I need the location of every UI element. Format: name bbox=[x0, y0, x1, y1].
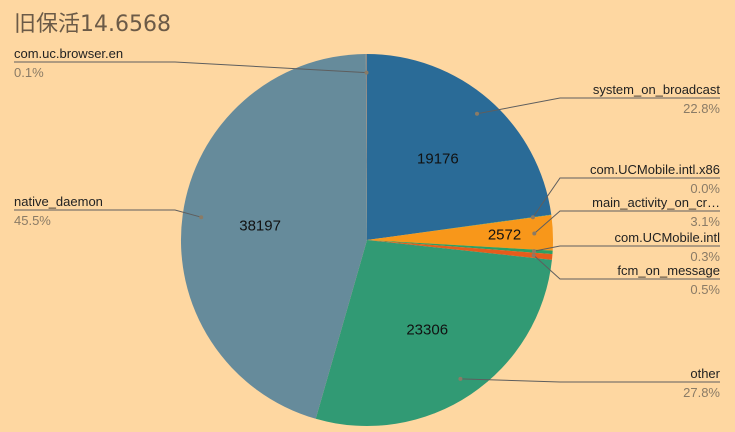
pie-slice-1 bbox=[367, 214, 552, 240]
slice-value-label-6: 38197 bbox=[239, 217, 281, 234]
leader-line-6 bbox=[14, 209, 202, 218]
slice-percent-label-6: 45.5% bbox=[14, 213, 51, 228]
slice-name-label-1: com.UCMobile.intl.x86 bbox=[590, 162, 720, 177]
leader-dot-2 bbox=[532, 231, 537, 236]
slice-percent-label-3: 0.3% bbox=[690, 249, 720, 264]
leader-dot-7 bbox=[364, 70, 369, 75]
leader-line-7 bbox=[14, 61, 367, 74]
pie-slice-4 bbox=[367, 240, 553, 260]
slice-name-label-2: main_activity_on_cr… bbox=[592, 195, 720, 210]
leader-dot-0 bbox=[475, 111, 479, 116]
slice-percent-label-7: 0.1% bbox=[14, 65, 44, 80]
slice-name-label-0: system_on_broadcast bbox=[593, 82, 721, 97]
pie-slice-0 bbox=[367, 54, 552, 240]
pie-slice-2 bbox=[367, 214, 554, 251]
leader-line-4 bbox=[533, 254, 720, 280]
slice-name-label-3: com.UCMobile.intl bbox=[615, 230, 721, 245]
chart-title: 旧保活14.6568 bbox=[14, 12, 171, 37]
slice-value-label-5: 23306 bbox=[406, 322, 448, 339]
leader-line-2 bbox=[533, 210, 720, 234]
slice-name-label-5: other bbox=[690, 366, 720, 381]
slice-value-label-2: 2572 bbox=[488, 227, 521, 244]
leader-dot-5 bbox=[458, 376, 463, 381]
leader-line-3 bbox=[533, 245, 720, 252]
leader-line-1 bbox=[532, 177, 720, 218]
slice-percent-label-0: 22.8% bbox=[683, 101, 720, 116]
leader-dot-1 bbox=[530, 215, 535, 220]
slice-name-label-4: fcm_on_message bbox=[617, 263, 720, 278]
slice-name-label-7: com.uc.browser.en bbox=[14, 46, 123, 61]
slice-percent-label-2: 3.1% bbox=[690, 214, 720, 229]
pie-slice-7 bbox=[365, 53, 367, 240]
slice-name-label-6: native_daemon bbox=[14, 194, 103, 209]
pie-slice-5 bbox=[315, 240, 552, 427]
slice-percent-label-4: 0.5% bbox=[690, 282, 720, 297]
slice-percent-label-5: 27.8% bbox=[683, 385, 720, 400]
leader-dot-4 bbox=[531, 253, 536, 258]
leader-line-5 bbox=[460, 378, 720, 383]
pie-slice-3 bbox=[367, 240, 553, 255]
leader-dot-3 bbox=[532, 249, 536, 254]
leader-dot-6 bbox=[199, 215, 204, 220]
pie-slice-6 bbox=[180, 54, 367, 419]
leader-line-0 bbox=[476, 97, 720, 115]
slice-percent-label-1: 0.0% bbox=[690, 181, 720, 196]
slice-value-label-0: 19176 bbox=[417, 151, 459, 168]
